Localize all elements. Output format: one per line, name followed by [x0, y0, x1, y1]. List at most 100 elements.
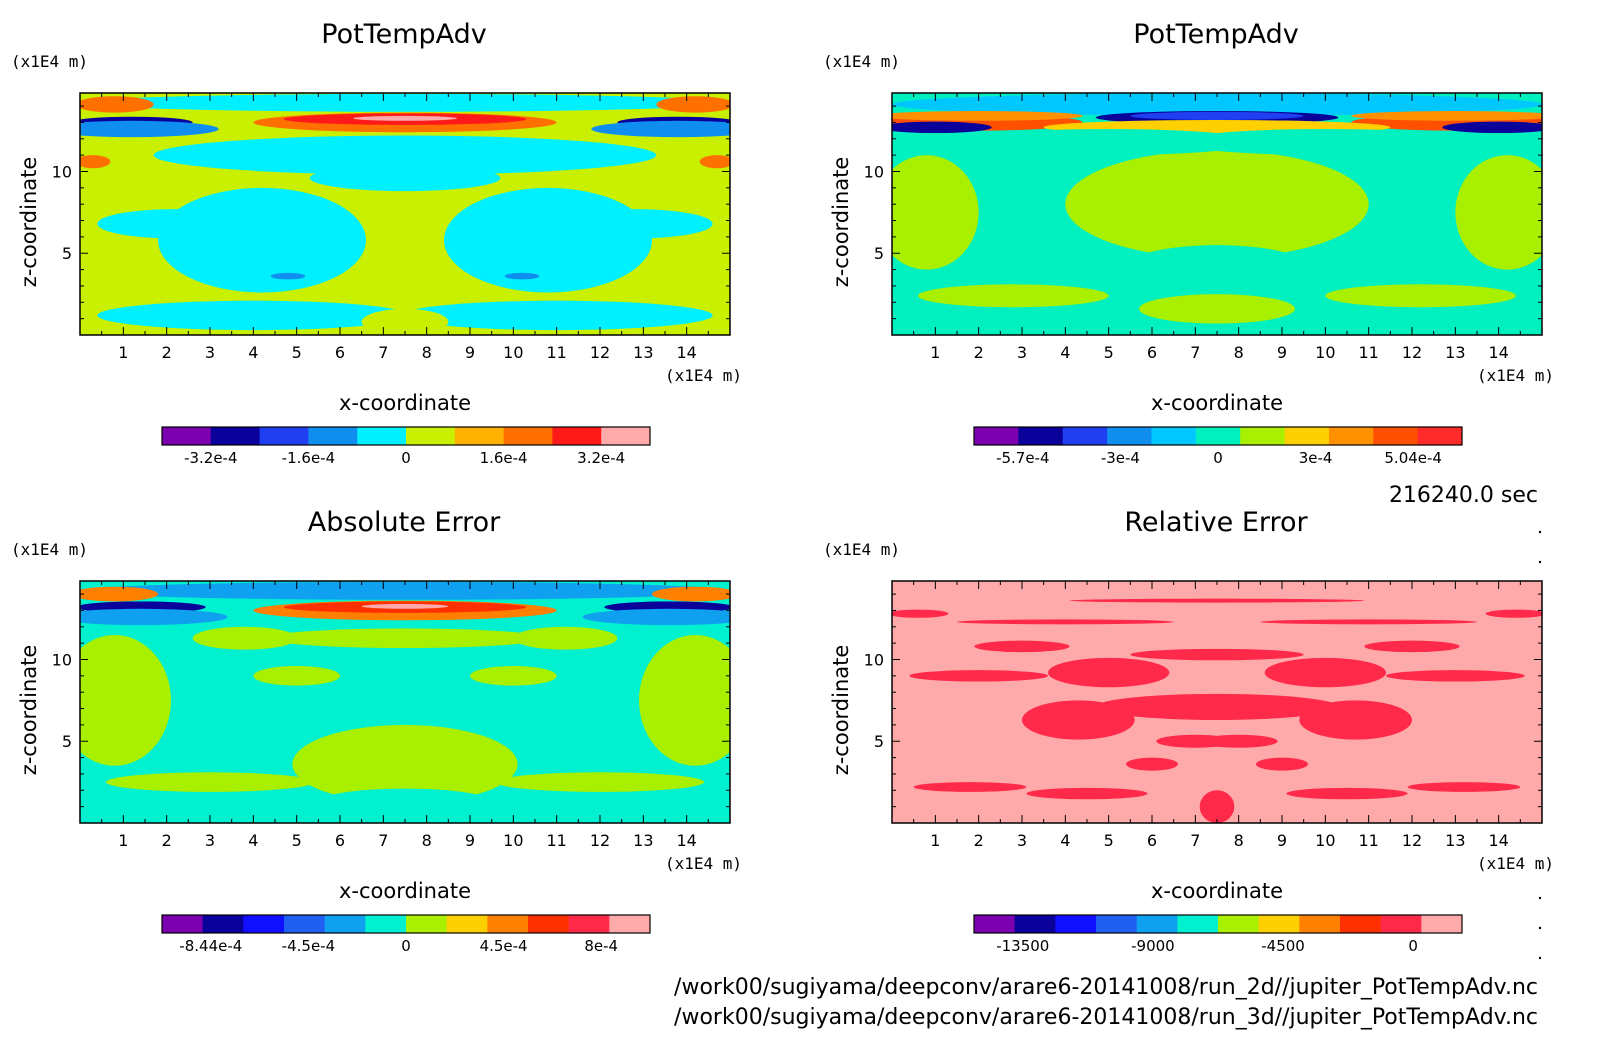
contour-region — [892, 110, 1083, 121]
chart-title: PotTempAdv — [1133, 19, 1299, 50]
x-tick-label: 6 — [335, 343, 345, 362]
x-axis-label: x-coordinate — [1151, 391, 1283, 415]
contour-region — [266, 628, 544, 649]
colorbar: -8.44e-4 -4.5e-4 0 4.5e-4 8e-4 — [161, 914, 651, 955]
y-tick-label: 10 — [52, 650, 72, 669]
x-tick-label: 3 — [205, 831, 215, 850]
contour-region — [80, 155, 111, 169]
x-tick-label: 4 — [248, 343, 258, 362]
colorbar-swatch — [324, 915, 366, 933]
contour-region — [469, 666, 557, 686]
contour-region — [309, 164, 501, 192]
x-tick-label: 12 — [1402, 831, 1422, 850]
x-tick-label: 13 — [1445, 343, 1465, 362]
contour-region — [918, 284, 1109, 308]
x-tick-label: 5 — [292, 343, 302, 362]
contour-region — [192, 626, 297, 650]
x-tick-label: 2 — [974, 343, 984, 362]
colorbar-swatch — [1014, 915, 1056, 933]
contour-region — [1095, 693, 1339, 720]
x-tick-label: 3 — [1017, 831, 1027, 850]
y-axis-label: z-coordinate — [17, 645, 41, 776]
chart-panel: PotTempAdv(x1E4 m)1 2 3 4 5 6 7 8 9 10 11 12 13 14510… — [11, 19, 742, 467]
colorbar-swatch — [1151, 427, 1197, 445]
colorbar-frame — [161, 914, 651, 934]
colorbar: -3.2e-4 -1.6e-4 0 1.6e-4 3.2e-4 — [161, 426, 651, 467]
x-unit-label: (x1E4 m) — [665, 366, 742, 385]
colorbar-swatch — [1136, 915, 1178, 933]
chart-title: PotTempAdv — [321, 19, 487, 50]
contour-region — [292, 724, 518, 804]
contour-region — [652, 586, 730, 602]
colorbar-swatch — [406, 915, 448, 933]
x-tick-label: 8 — [422, 831, 432, 850]
x-tick-label: 9 — [1277, 343, 1287, 362]
contour-region — [1260, 619, 1477, 625]
contour-region — [1442, 121, 1542, 134]
contour-region — [270, 272, 306, 280]
contour-region — [974, 640, 1070, 653]
colorbar-swatch — [1373, 427, 1419, 445]
contour-region — [513, 626, 618, 650]
contour-region — [1126, 757, 1178, 771]
colorbar-swatch — [454, 427, 505, 445]
colorbar-tick-label: 4.5e-4 — [480, 937, 528, 955]
colorbar-swatch — [609, 915, 651, 933]
colorbar-swatch — [1218, 915, 1260, 933]
colorbar-tick-label: -3.2e-4 — [184, 449, 237, 467]
colorbar-tick-label: 0 — [401, 937, 411, 955]
x-tick-label: 13 — [1445, 831, 1465, 850]
colorbar-swatch — [202, 915, 244, 933]
colorbar-swatch — [1284, 427, 1330, 445]
colorbar-frame — [161, 426, 651, 446]
colorbar-tick-label: 8e-4 — [584, 937, 618, 955]
contour-region — [1364, 640, 1460, 653]
x-tick-label: 11 — [546, 831, 566, 850]
x-tick-label: 12 — [1402, 343, 1422, 362]
x-tick-label: 5 — [1104, 831, 1114, 850]
contour-region — [97, 300, 410, 331]
contour-region — [582, 608, 730, 626]
time-label: 216240.0 sec — [1389, 483, 1538, 508]
contour-region — [892, 609, 949, 618]
x-axis-label: x-coordinate — [1151, 879, 1283, 903]
x-unit-label: (x1E4 m) — [665, 854, 742, 873]
colorbar-swatch — [1240, 427, 1286, 445]
colorbar-swatch — [243, 915, 285, 933]
contour-region — [909, 670, 1048, 682]
chart-title: Absolute Error — [308, 507, 501, 538]
contour-region — [1139, 294, 1295, 324]
contour-region — [1178, 128, 1473, 156]
colorbar-swatch — [528, 915, 570, 933]
margin-dot — [1538, 956, 1542, 960]
heatmap-field — [892, 581, 1542, 823]
colorbar-swatch — [1096, 915, 1138, 933]
colorbar-swatch — [1018, 427, 1064, 445]
colorbar-tick-label: 3e-4 — [1299, 449, 1333, 467]
x-unit-label: (x1E4 m) — [1477, 854, 1554, 873]
margin-dot — [1538, 560, 1542, 564]
x-tick-label: 1 — [930, 343, 940, 362]
contour-region — [158, 187, 366, 293]
contour-region — [957, 619, 1174, 625]
colorbar-swatch — [1062, 427, 1108, 445]
contour-region — [80, 581, 730, 600]
colorbar-swatch — [210, 427, 261, 445]
contour-region — [1048, 657, 1170, 688]
colorbar-swatch — [365, 915, 407, 933]
margin-dots — [1538, 530, 1542, 960]
colorbar-tick-label: -5.7e-4 — [996, 449, 1049, 467]
x-tick-label: 13 — [633, 831, 653, 850]
contour-region — [80, 634, 171, 766]
y-tick-label: 5 — [62, 732, 72, 751]
colorbar-swatch — [284, 915, 326, 933]
contour-region — [253, 666, 340, 686]
x-tick-label: 14 — [1488, 343, 1508, 362]
contour-region — [1065, 150, 1369, 259]
contour-region — [961, 128, 1256, 156]
x-tick-label: 6 — [1147, 831, 1157, 850]
x-tick-label: 10 — [1315, 343, 1335, 362]
colorbar-tick-label: -1.6e-4 — [282, 449, 335, 467]
colorbar-swatch — [406, 427, 456, 445]
